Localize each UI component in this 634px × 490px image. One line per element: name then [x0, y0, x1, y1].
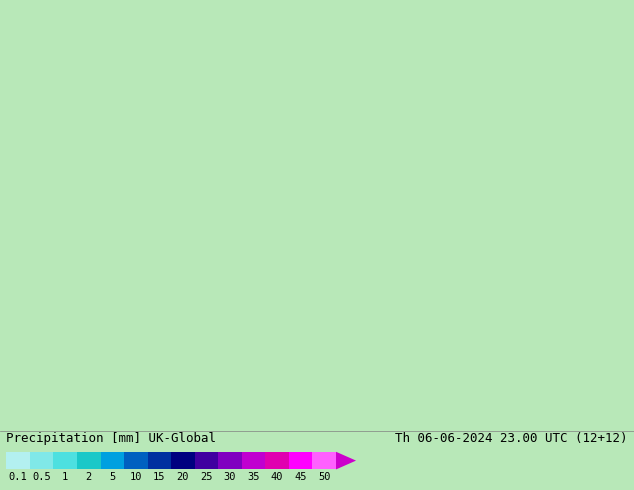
Text: 25: 25 — [200, 472, 213, 482]
Text: 15: 15 — [153, 472, 165, 482]
Polygon shape — [336, 452, 356, 469]
Bar — [218, 452, 242, 469]
Bar — [266, 452, 289, 469]
Bar — [77, 452, 101, 469]
Bar — [53, 452, 77, 469]
Bar — [171, 452, 195, 469]
Bar — [195, 452, 218, 469]
Bar — [148, 452, 171, 469]
Text: Th 06-06-2024 23.00 UTC (12+12): Th 06-06-2024 23.00 UTC (12+12) — [395, 432, 628, 445]
Text: 30: 30 — [224, 472, 236, 482]
Text: Precipitation [mm] UK-Global: Precipitation [mm] UK-Global — [6, 432, 216, 445]
Text: 40: 40 — [271, 472, 283, 482]
Text: 35: 35 — [247, 472, 260, 482]
Text: 2: 2 — [86, 472, 92, 482]
Text: 45: 45 — [294, 472, 307, 482]
Bar — [124, 452, 148, 469]
Text: 20: 20 — [177, 472, 189, 482]
Bar — [313, 452, 336, 469]
Text: 50: 50 — [318, 472, 330, 482]
Text: 10: 10 — [129, 472, 142, 482]
Text: 1: 1 — [62, 472, 68, 482]
Text: 5: 5 — [109, 472, 115, 482]
Bar — [289, 452, 313, 469]
Text: 0.5: 0.5 — [32, 472, 51, 482]
Bar — [6, 452, 30, 469]
Bar — [242, 452, 266, 469]
Bar — [101, 452, 124, 469]
Text: 0.1: 0.1 — [9, 472, 27, 482]
Bar — [30, 452, 53, 469]
